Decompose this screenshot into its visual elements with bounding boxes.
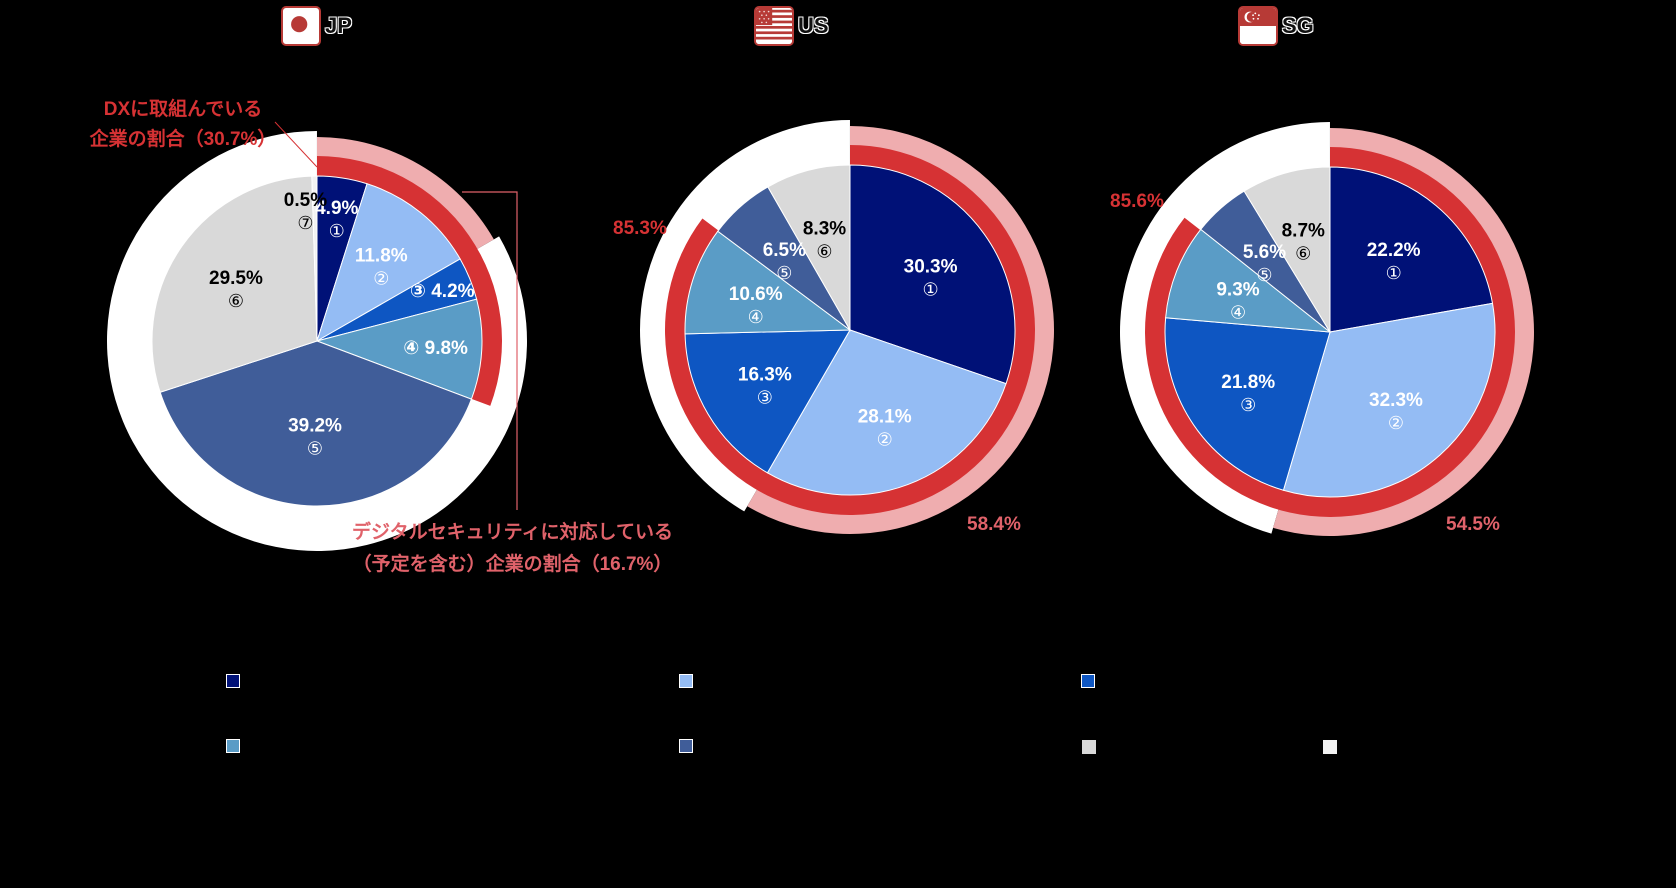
dx-annotation-jp: DXに取組んでいる 企業の割合（30.7%） <box>78 95 288 155</box>
slice-label-4: ④ 9.8% <box>403 338 468 359</box>
slice-value-6: 8.7% <box>1282 221 1325 242</box>
slice-marker-1: ① <box>329 221 345 241</box>
pie-slice-3 <box>1164 317 1331 491</box>
legend-swatch-2 <box>679 674 693 688</box>
slice-marker-4: ④ <box>748 307 764 327</box>
singapore-flag-icon <box>1238 6 1278 46</box>
slice-marker-3: ③ <box>757 387 773 407</box>
slice-value-7: 0.5% <box>284 190 327 211</box>
slice-value-2: 28.1% <box>858 407 912 428</box>
legend-item-7 <box>1323 740 1345 754</box>
security-value-sg: 54.5% <box>1446 514 1500 535</box>
legend-item-5 <box>679 739 701 753</box>
slice-marker-1: ① <box>1386 263 1402 283</box>
header-us: US <box>754 6 829 46</box>
slice-value-1: 30.3% <box>904 256 958 277</box>
slice-marker-6: ⑥ <box>228 291 244 311</box>
slice-value-6: 29.5% <box>209 268 263 289</box>
pie-slice-1 <box>849 164 1016 385</box>
pie-chart-jp: 4.9%① 11.8%② ③ 4.2% ④ 9.8% 39.2%⑤ 29.5%⑥ 0.5%⑦ <box>107 131 528 551</box>
slice-value-5: 6.5% <box>763 240 806 261</box>
pie-slice-6 <box>151 175 318 393</box>
slice-marker-2: ② <box>373 268 389 288</box>
pie-slice-7 <box>311 175 318 342</box>
header-jp: JP <box>281 6 352 46</box>
slice-value-3: 21.8% <box>1221 372 1275 393</box>
slice-marker-5: ⑤ <box>1256 265 1272 285</box>
dx-annotation-line1: DXに取組んでいる <box>103 99 263 120</box>
slice-marker-7: ⑦ <box>297 213 313 233</box>
pie-slice-2 <box>766 329 1007 496</box>
slice-marker-6: ⑥ <box>816 241 832 261</box>
slice-value-3: 16.3% <box>738 364 792 385</box>
slice-value-5: 39.2% <box>288 416 342 437</box>
slice-label-3: ③ 4.2% <box>410 281 475 302</box>
legend-swatch-4 <box>226 739 240 753</box>
slice-value-2: 32.3% <box>1369 390 1423 411</box>
security-annotation-jp: デジタルセキュリティに対応している （予定を含む）企業の割合（16.7%） <box>330 517 695 581</box>
slice-marker-5: ⑤ <box>307 439 323 459</box>
legend-item-1 <box>226 674 248 688</box>
legend-item-6 <box>1082 740 1104 754</box>
dx-value-us: 85.3% <box>613 218 667 239</box>
legend-item-4 <box>226 739 248 753</box>
pie-slice-2 <box>1282 302 1496 498</box>
slice-value-5: 5.6% <box>1243 242 1286 263</box>
pie-chart-us: 30.3%① 28.1%② 16.3%③ 10.6%④ 6.5%⑤ 8.3%⑥ <box>639 120 1054 534</box>
pie-chart-sg: 22.2%① 32.3%② 21.8%③ 9.3%④ 5.6%⑤ 8.7%⑥ <box>1119 122 1534 536</box>
legend-swatch-7 <box>1323 740 1337 754</box>
legend-item-2 <box>679 674 701 688</box>
slice-marker-2: ② <box>877 430 893 450</box>
header-sg: SG <box>1238 6 1314 46</box>
slice-marker-4: ④ <box>1230 302 1246 322</box>
slice-marker-6: ⑥ <box>1295 244 1311 264</box>
slice-marker-1: ① <box>923 279 939 299</box>
pie-slice-5 <box>159 340 473 507</box>
country-code-sg: SG <box>1282 13 1314 38</box>
country-code-jp: JP <box>325 13 352 38</box>
dx-value-sg: 85.6% <box>1110 191 1164 212</box>
security-value-us: 58.4% <box>967 514 1021 535</box>
country-code-us: US <box>798 13 829 38</box>
pie-slice-4 <box>1165 228 1332 333</box>
slice-marker-3: ③ <box>1240 395 1256 415</box>
usa-flag-icon <box>754 6 794 46</box>
slice-value-1: 22.2% <box>1367 240 1421 261</box>
pie-slice-1 <box>1329 166 1494 333</box>
pie-slice-4 <box>684 230 852 335</box>
legend-swatch-5 <box>679 739 693 753</box>
dx-ring-arc <box>317 156 503 406</box>
slice-value-4: 9.3% <box>1216 279 1259 300</box>
slice-marker-2: ② <box>1388 413 1404 433</box>
slice-value-4: 10.6% <box>729 284 783 305</box>
slice-value-2: 11.8% <box>355 245 408 266</box>
pie-slice-4 <box>315 298 483 400</box>
slice-value-1: 4.9% <box>315 198 358 219</box>
legend-swatch-3 <box>1081 674 1095 688</box>
slice-marker-5: ⑤ <box>776 263 792 283</box>
legend-swatch-6 <box>1082 740 1096 754</box>
security-annotation-line2: （予定を含む）企業の割合（16.7%） <box>352 554 673 575</box>
pie-slice-2 <box>316 183 461 343</box>
pie-slice-6 <box>1243 166 1331 334</box>
security-annotation-line1: デジタルセキュリティに対応している <box>352 522 673 543</box>
pie-slice-6 <box>767 164 851 332</box>
pie-slice-3 <box>684 329 851 474</box>
legend-swatch-1 <box>226 674 240 688</box>
japan-flag-icon <box>281 6 321 46</box>
slice-value-6: 8.3% <box>803 218 846 239</box>
dx-callout-line <box>274 121 318 168</box>
legend-item-3 <box>1081 674 1103 688</box>
dx-annotation-line2: 企業の割合（30.7%） <box>89 129 277 150</box>
security-callout-bracket <box>462 191 518 510</box>
